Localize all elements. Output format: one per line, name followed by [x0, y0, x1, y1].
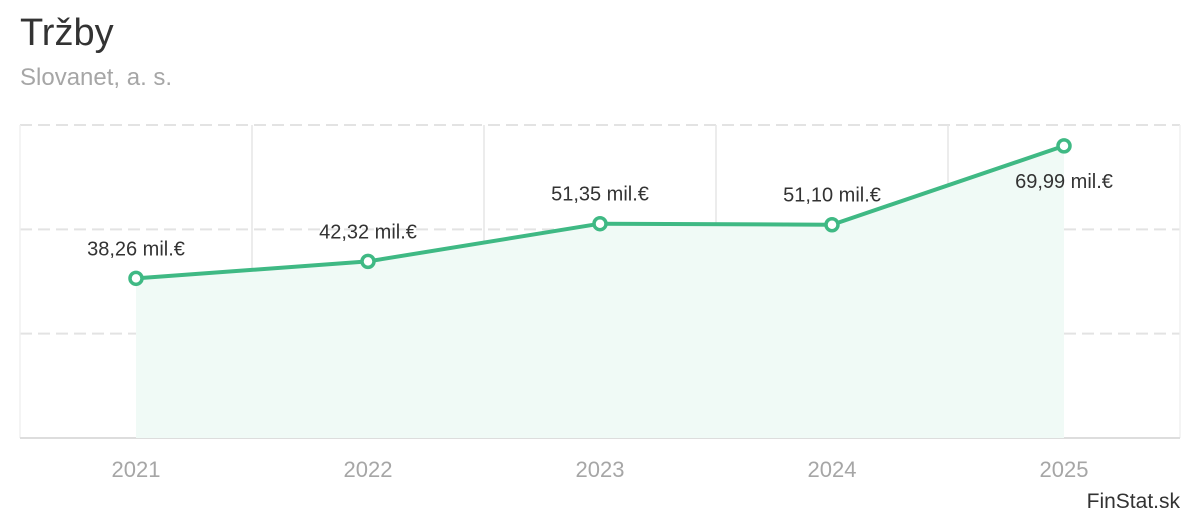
- x-tick-label: 2024: [808, 457, 857, 482]
- data-label: 42,32 mil.€: [319, 221, 417, 243]
- label-layer: 38,26 mil.€ 42,32 mil.€ 51,35 mil.€ 51,10 m…: [87, 171, 1113, 260]
- area-layer: [136, 145, 1064, 439]
- credit-link[interactable]: FinStat.sk: [1086, 490, 1180, 513]
- data-label: 38,26 mil.€: [87, 238, 185, 260]
- chart-subtitle: Slovanet, a. s.: [20, 64, 173, 91]
- data-label: 51,35 mil.€: [551, 184, 649, 206]
- point-layer: [128, 138, 1072, 287]
- x-tick-label: 2022: [344, 457, 393, 482]
- x-tick-label: 2025: [1040, 457, 1089, 482]
- data-label: 69,99 mil.€: [1015, 171, 1113, 193]
- data-point: [1056, 138, 1072, 154]
- data-point: [592, 215, 608, 232]
- x-tick-label: 2023: [576, 457, 625, 482]
- chart-title: Tržby: [20, 12, 114, 54]
- x-tick-label: 2021: [112, 457, 161, 482]
- data-point: [128, 270, 144, 287]
- data-point: [360, 253, 376, 270]
- data-point: [824, 216, 840, 233]
- series-area: [136, 145, 1064, 439]
- data-label: 51,10 mil.€: [783, 185, 881, 207]
- x-axis: 2021 2022 2023 2024 2025: [112, 457, 1089, 482]
